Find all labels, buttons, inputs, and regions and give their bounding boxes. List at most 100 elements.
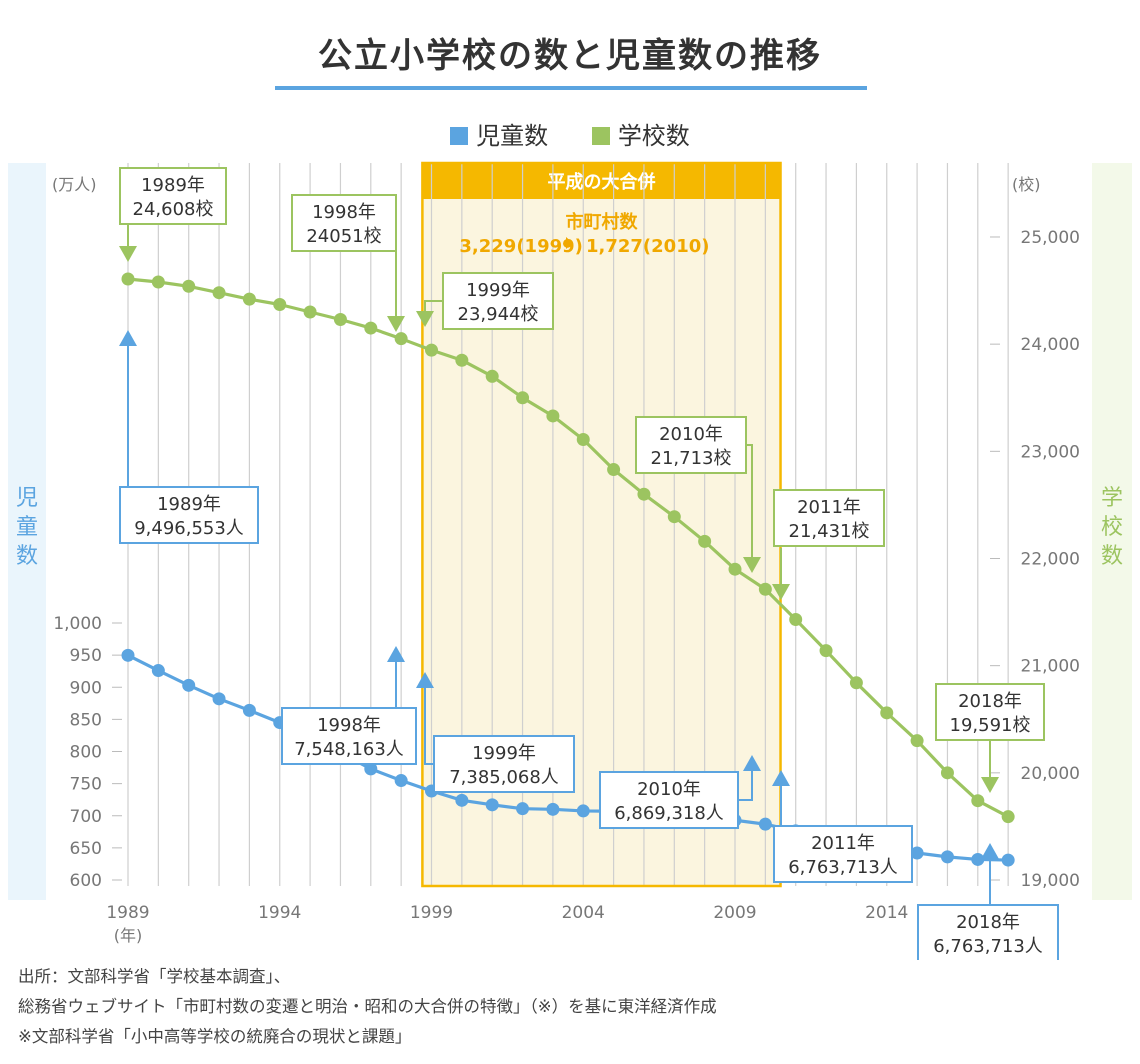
legend-swatch-schools [591, 127, 610, 145]
annotation-arrow-icon [387, 316, 405, 332]
schools-series-point [1001, 810, 1015, 824]
annotation-value: 6,763,713人 [788, 857, 898, 878]
schools-series-point [455, 353, 469, 367]
annotation-box [917, 904, 1059, 960]
annotation-children-2010: 2010年 6,869,318人 [599, 755, 761, 829]
left-tick-label: 750 [70, 775, 102, 795]
annotation-children-1998: 1998年 7,548,163人 [281, 646, 417, 765]
x-tick-label: 2009 [713, 903, 756, 923]
schools-series-point [364, 321, 378, 335]
children-series-point [576, 804, 590, 818]
legend-label-schools: 学校数 [617, 122, 690, 150]
left-tick-label: 950 [70, 646, 102, 666]
highlight-band-header [422, 163, 781, 199]
schools-series-point [516, 391, 530, 405]
annotation-value: 19,591校 [950, 715, 1031, 736]
annotation-year: 2011年 [811, 833, 875, 854]
left-axis-title-band [8, 163, 46, 900]
annotation-arrow-icon [772, 770, 790, 786]
children-series-point [546, 802, 560, 816]
left-tick-label: 900 [70, 678, 102, 698]
annotation-value: 7,548,163人 [294, 739, 404, 760]
annotation-arrow-icon [119, 246, 137, 262]
children-series-point [940, 850, 954, 864]
annotation-box [635, 416, 747, 474]
annotation-box [773, 825, 913, 883]
annotation-box [433, 735, 575, 793]
annotation-connector [424, 684, 434, 765]
annotation-value: 21,713校 [651, 448, 732, 469]
right-tick-label: 21,000 [1021, 657, 1080, 677]
annotation-value: 9,496,553人 [134, 518, 244, 539]
annotation-arrow-icon [743, 755, 761, 771]
annotation-arrow-icon [387, 646, 405, 662]
right-axis-title-label-char: 数 [1101, 544, 1123, 569]
annotation-box [773, 489, 885, 547]
schools-series-point [940, 766, 954, 780]
annotation-value: 24051校 [306, 226, 381, 247]
children-series-point [455, 793, 469, 807]
children-series-point [758, 817, 772, 831]
annotation-arrow-icon [416, 672, 434, 688]
schools-series-point [121, 272, 135, 286]
annotation-schools-1998: 1998年 24051校 [291, 194, 405, 332]
left-axis-title-label-char: 数 [16, 544, 38, 569]
schools-series-point [971, 794, 985, 808]
annotation-year: 2010年 [637, 779, 701, 800]
schools-series-point [637, 487, 651, 501]
left-tick-label: 800 [70, 743, 102, 763]
highlight-band-title: 平成の大合併 [547, 171, 655, 193]
annotation-year: 1989年 [157, 494, 221, 515]
x-tick-label: 1994 [258, 903, 301, 923]
annotation-box [442, 272, 554, 330]
x-tick-label: 2004 [562, 903, 605, 923]
schools-series-point [849, 676, 863, 690]
right-tick-label: 22,000 [1021, 549, 1080, 569]
children-series-point [394, 774, 408, 788]
title-underline [275, 86, 867, 90]
children-series-point [212, 692, 226, 706]
children-series-point [364, 762, 378, 776]
children-series-point [485, 798, 499, 812]
annotation-schools-2018: 2018年 19,591校 [935, 683, 1045, 793]
annotation-value: 7,385,068人 [449, 767, 559, 788]
schools-series-point [667, 510, 681, 524]
annotation-box [119, 167, 227, 225]
right-axis-title-band [1092, 163, 1132, 900]
source-line-3: ※文部科学省「小中高等学校の統廃合の現状と課題」 [18, 1027, 412, 1046]
right-tick-label: 19,000 [1021, 871, 1080, 891]
x-tick-label: 1999 [410, 903, 453, 923]
schools-series-point [910, 734, 924, 748]
annotation-year: 1999年 [466, 280, 530, 301]
annotation-value: 6,869,318人 [614, 803, 724, 824]
annotation-children-2018: 2018年 6,763,713人 [917, 843, 1059, 960]
annotation-value: 6,763,713人 [933, 936, 1043, 957]
schools-series-point [273, 297, 287, 311]
right-axis-title-label-char: 学 [1101, 486, 1123, 511]
children-series-point [242, 703, 256, 717]
annotation-arrow-icon [981, 777, 999, 793]
schools-series-point [576, 433, 590, 447]
annotation-year: 2018年 [956, 912, 1020, 933]
schools-series-point [728, 562, 742, 576]
legend-item-schools: 学校数 [591, 116, 690, 151]
annotation-value: 24,608校 [133, 199, 214, 220]
schools-series-point [698, 534, 712, 548]
left-axis-title-label-char: 児 [16, 486, 38, 511]
children-series-point [1001, 853, 1015, 867]
annotation-arrow-icon [743, 557, 761, 573]
schools-series-point [789, 612, 803, 626]
band-note-to: 1,727(2010) [586, 236, 710, 257]
right-axis-title-label-char: 校 [1101, 515, 1123, 540]
annotation-value: 21,431校 [789, 521, 870, 542]
annotation-children-2011: 2011年 6,763,713人 [772, 770, 913, 883]
annotation-year: 2010年 [659, 424, 723, 445]
left-tick-label: 600 [70, 871, 102, 891]
children-series-point [971, 852, 985, 866]
annotation-arrow-icon [119, 330, 137, 346]
band-note-from: 3,229(1999) [459, 236, 583, 257]
annotation-connector [738, 767, 753, 801]
schools-series-point [242, 292, 256, 306]
annotation-schools-2011: 2011年 21,431校 [772, 489, 885, 600]
